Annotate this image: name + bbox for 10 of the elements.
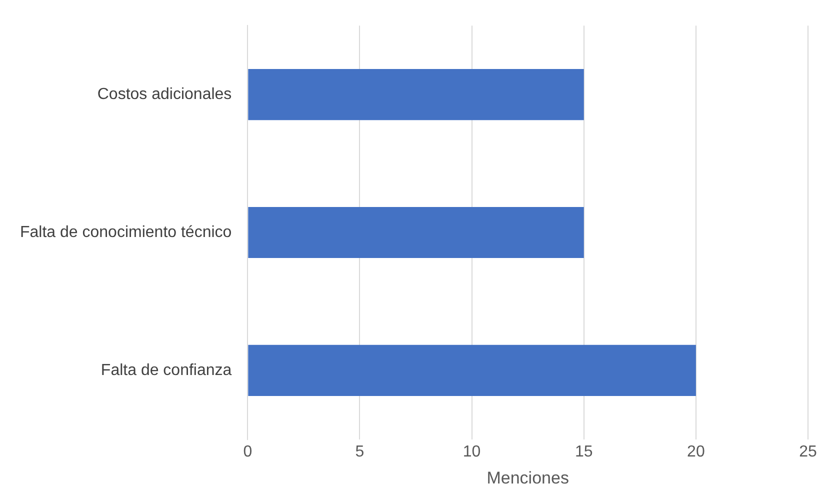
x-tick-label: 20 (687, 443, 705, 460)
x-tick-label: 25 (799, 443, 817, 460)
x-tick-label: 0 (243, 443, 252, 460)
y-tick-label: Costos adicionales (97, 86, 232, 103)
x-tick-label: 15 (574, 443, 593, 460)
x-tick-label: 5 (355, 443, 364, 460)
y-tick-label: Falta de conocimiento técnico (20, 224, 232, 241)
y-tick-label: Falta de confianza (100, 362, 232, 379)
x-tick-label: 10 (462, 443, 481, 460)
x-axis-title: Menciones (486, 468, 569, 488)
